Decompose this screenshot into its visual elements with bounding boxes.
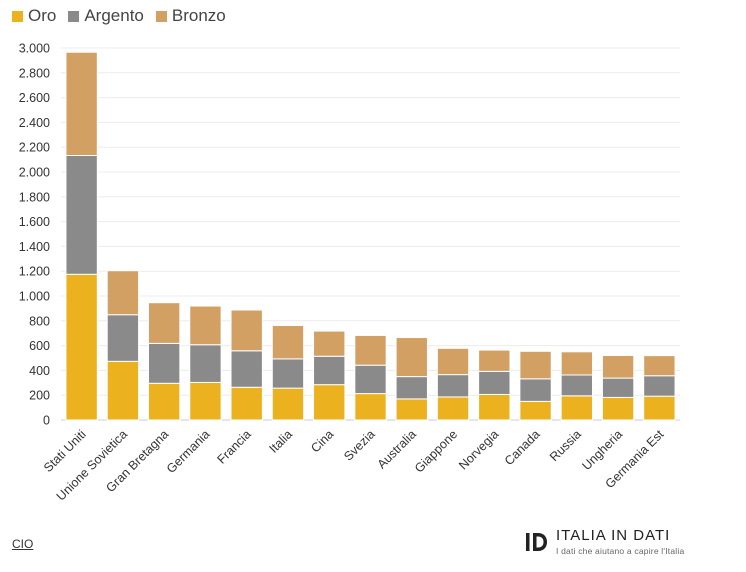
bar-segment-argento[interactable] (354, 364, 387, 395)
bar-segment-argento[interactable] (395, 376, 428, 400)
y-tick-label: 2.600 (19, 91, 50, 105)
y-tick-label: 400 (29, 364, 50, 378)
x-tick-label: Norvegia (456, 427, 501, 472)
bar-segment-bronzo[interactable] (519, 350, 552, 380)
bar-segment-oro[interactable] (560, 395, 594, 421)
x-tick-label: Unione Sovietica (54, 427, 130, 503)
legend-item-argento[interactable]: Argento (68, 6, 144, 26)
bar-segment-argento[interactable] (478, 370, 511, 395)
brand-name: ITALIA IN DATI (556, 527, 671, 544)
y-tick-label: 1.800 (19, 190, 50, 204)
bar-segment-oro[interactable] (478, 393, 511, 421)
bar-segment-argento[interactable] (436, 374, 470, 398)
bar-segment-argento[interactable] (313, 355, 346, 386)
bar-segment-oro[interactable] (395, 398, 428, 421)
y-tick-label: 2.000 (19, 166, 50, 180)
bar-segment-oro[interactable] (271, 387, 305, 421)
legend: Oro Argento Bronzo (12, 4, 226, 28)
bar-segment-oro[interactable] (147, 382, 181, 421)
legend-item-bronzo[interactable]: Bronzo (155, 6, 226, 26)
y-tick-label: 200 (29, 389, 50, 403)
legend-swatch-oro (12, 10, 23, 22)
bar-segment-argento[interactable] (601, 377, 635, 398)
brand-text: ITALIA IN DATI I dati che aiutano a capi… (556, 528, 684, 556)
bar-segment-bronzo[interactable] (436, 347, 470, 376)
bar-segment-oro[interactable] (643, 395, 676, 421)
brand-tagline: I dati che aiutano a capire l'Italia (556, 546, 685, 556)
legend-label-bronzo: Bronzo (171, 6, 226, 25)
bar-segment-argento[interactable] (271, 358, 305, 389)
bar-segment-bronzo[interactable] (189, 305, 222, 346)
y-tick-label: 1.400 (19, 240, 50, 254)
x-tick-label: Svezia (341, 427, 377, 463)
bar-segment-bronzo[interactable] (230, 309, 263, 352)
x-tick-label: Francia (214, 427, 253, 466)
y-tick-label: 2.400 (19, 116, 50, 130)
bar-segment-argento[interactable] (230, 350, 263, 388)
bar-segment-bronzo[interactable] (478, 349, 511, 372)
x-tick-label: Russia (547, 427, 584, 464)
bar-segment-oro[interactable] (519, 400, 552, 421)
y-tick-label: 800 (29, 314, 50, 328)
legend-item-oro[interactable]: Oro (12, 6, 56, 26)
x-tick-label: Canada (502, 427, 543, 468)
y-tick-label: 600 (29, 339, 50, 353)
y-tick-label: 2.800 (19, 66, 50, 80)
bar-segment-oro[interactable] (65, 273, 98, 421)
x-tick-label: Italia (267, 427, 296, 456)
legend-swatch-argento (68, 10, 80, 22)
bar-segment-oro[interactable] (230, 386, 263, 421)
brand: ITALIA IN DATI I dati che aiutano a capi… (524, 528, 684, 556)
bar-segment-oro[interactable] (601, 396, 635, 421)
legend-swatch-bronzo (155, 10, 167, 22)
legend-label-oro: Oro (28, 6, 57, 25)
bar-segment-bronzo[interactable] (271, 325, 305, 360)
bar-segment-bronzo[interactable] (643, 355, 676, 377)
y-tick-label: 1.600 (19, 215, 50, 229)
y-tick-label: 0 (43, 414, 50, 428)
bar-segment-oro[interactable] (106, 360, 140, 421)
bar-segment-bronzo[interactable] (601, 355, 635, 379)
stacked-bar-chart: 0 200 400 600 800 1.000 1.200 1.400 1.600 1.800 2.… (19, 42, 680, 503)
x-tick-label: Germania (164, 427, 213, 476)
bar-segment-oro[interactable] (354, 393, 387, 421)
bar-segment-bronzo[interactable] (313, 330, 346, 357)
bar-segment-bronzo[interactable] (147, 302, 181, 344)
bar-segment-oro[interactable] (313, 384, 346, 421)
y-tick-label: 1.200 (19, 265, 50, 279)
bar-segment-argento[interactable] (65, 155, 98, 275)
x-tick-label: Cina (308, 427, 336, 455)
y-tick-label: 3.000 (19, 42, 50, 56)
source-link[interactable]: CIO (12, 537, 34, 551)
y-tick-label: 1.000 (19, 290, 50, 304)
bar-segment-bronzo[interactable] (65, 51, 98, 157)
bar-segment-argento[interactable] (147, 342, 181, 384)
bar-segment-argento[interactable] (106, 314, 140, 362)
legend-label-argento: Argento (84, 6, 144, 25)
brand-logo-icon (526, 532, 547, 551)
bar-segment-argento[interactable] (560, 374, 594, 397)
x-tick-label: Giappone (412, 427, 460, 475)
bars-layer (65, 51, 676, 421)
bar-segment-bronzo[interactable] (560, 351, 594, 376)
bar-segment-bronzo[interactable] (106, 270, 140, 316)
y-tick-label: 2.200 (19, 141, 50, 155)
bar-segment-oro[interactable] (436, 396, 470, 421)
bar-segment-bronzo[interactable] (354, 334, 387, 366)
bar-segment-argento[interactable] (519, 378, 552, 402)
bar-segment-bronzo[interactable] (395, 337, 428, 378)
bar-segment-argento[interactable] (643, 375, 676, 397)
bar-segment-argento[interactable] (189, 344, 222, 383)
bar-segment-oro[interactable] (189, 381, 222, 421)
